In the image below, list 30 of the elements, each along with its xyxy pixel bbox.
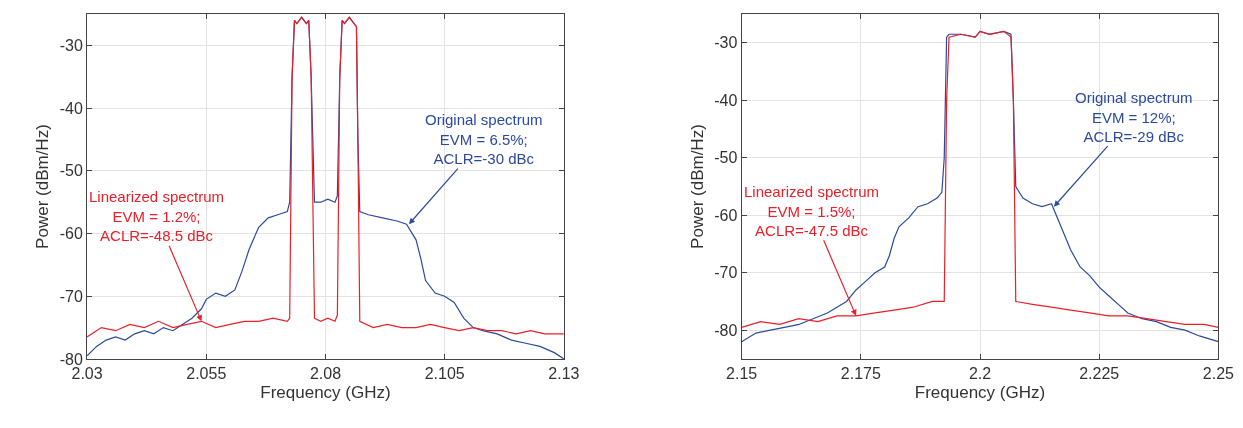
y-tick-label: -50 — [59, 162, 83, 180]
x-tick-label: 2.25 — [1202, 365, 1235, 383]
y-tick-label: -50 — [714, 149, 738, 167]
y-tick-label: -40 — [59, 99, 83, 117]
x-tick-label: 2.2 — [968, 365, 992, 383]
x-tick-label: 2.08 — [309, 365, 342, 383]
y-axis-title: Power (dBm/Hz) — [687, 124, 707, 249]
y-tick-label: -30 — [59, 37, 83, 55]
x-tick-label: 2.055 — [186, 365, 227, 383]
y-tick-label: -60 — [714, 206, 738, 224]
x-axis-title: Frequency (GHz) — [914, 382, 1046, 402]
x-axis-title: Frequency (GHz) — [260, 382, 391, 402]
x-tick-label: 2.175 — [840, 365, 881, 383]
y-tick-label: -70 — [714, 264, 738, 282]
y-tick-label: -60 — [59, 225, 83, 243]
annotation: Linearized spectrum EVM = 1.5%; ACLR=-47.5 dBc — [744, 183, 880, 239]
y-tick-label: -80 — [59, 350, 83, 368]
x-tick-label: 2.225 — [1079, 365, 1120, 383]
y-tick-label: -30 — [714, 34, 738, 52]
x-tick-label: 2.105 — [424, 365, 465, 383]
annotation: Original spectrum EVM = 12%; ACLR=-29 dBc — [1075, 89, 1193, 145]
x-tick-label: 2.13 — [548, 365, 580, 383]
x-tick-label: 2.03 — [71, 365, 103, 383]
y-tick-label: -40 — [714, 91, 738, 109]
annotation: Original spectrum EVM = 6.5%; ACLR=-30 dBc — [425, 111, 543, 167]
y-tick-label: -70 — [59, 287, 83, 305]
x-tick-label: 2.15 — [726, 365, 758, 383]
y-axis-title: Power (dBm/Hz) — [33, 124, 53, 249]
annotation: Linearized spectrum EVM = 1.2%; ACLR=-48.5 dBc — [89, 188, 225, 244]
y-tick-label: -80 — [714, 321, 738, 339]
